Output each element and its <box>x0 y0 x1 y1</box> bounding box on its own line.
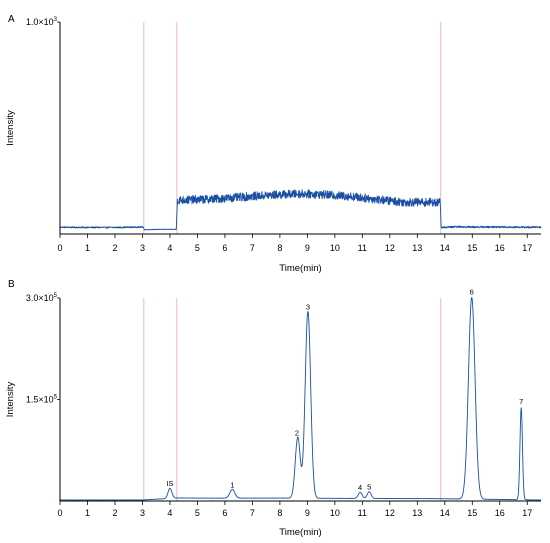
x-tick-label: 12 <box>385 508 395 518</box>
y-tick-label: 1.0×103 <box>26 17 58 27</box>
x-tick-label: 3 <box>140 243 145 253</box>
x-tick-label: 5 <box>195 508 200 518</box>
chart-panel-A: A0 1 2 3 4 5 6 7 8 9 10 11 12 13 14 15 16 171.0×103Time(m… <box>5 14 542 274</box>
peak-label: IS <box>166 479 173 488</box>
y-tick-label: 1.5×105 <box>26 395 58 405</box>
x-tick-label: 14 <box>440 243 450 253</box>
x-tick-label: 8 <box>277 243 282 253</box>
x-tick-label: 0 <box>57 508 62 518</box>
x-tick-label: 4 <box>167 508 172 518</box>
panel-label: A <box>8 14 15 25</box>
peak-label: 4 <box>358 483 362 492</box>
x-tick-label: 16 <box>495 508 505 518</box>
chromatogram-trace <box>59 189 542 231</box>
x-axis-title: Time(min) <box>279 527 321 538</box>
x-tick-label: 8 <box>277 508 282 518</box>
peak-label: 7 <box>519 397 523 406</box>
x-tick-label: 11 <box>358 508 367 518</box>
x-tick-label: 16 <box>495 243 505 253</box>
x-tick-label: 6 <box>222 508 227 518</box>
x-tick-label: 15 <box>467 243 477 253</box>
x-tick-label: 11 <box>358 243 367 253</box>
x-tick-label: 15 <box>467 508 477 518</box>
x-tick-label: 13 <box>412 508 422 518</box>
x-tick-label: 13 <box>412 243 422 253</box>
x-tick-label: 6 <box>222 243 227 253</box>
x-tick-label: 1 <box>85 243 90 253</box>
x-tick-label: 7 <box>250 243 255 253</box>
peak-label: 3 <box>306 303 310 312</box>
peak-label: 6 <box>470 288 474 297</box>
x-axis-title: Time(min) <box>279 263 321 274</box>
x-tick-label: 7 <box>250 508 255 518</box>
x-tick-label: 9 <box>305 508 310 518</box>
x-tick-label: 9 <box>305 243 310 253</box>
x-tick-label: 4 <box>167 243 172 253</box>
chromatogram-trace <box>59 297 542 501</box>
x-tick-label: 2 <box>112 508 117 518</box>
peak-label: 1 <box>230 480 234 489</box>
chart-panel-B: B0 1 2 3 4 5 6 7 8 9 10 11 12 13 14 15 16 173.0×1051.5×10… <box>5 279 542 538</box>
x-tick-label: 0 <box>57 243 62 253</box>
peak-label: 2 <box>295 428 299 437</box>
y-axis-title: Intensity <box>5 382 16 418</box>
x-tick-label: 17 <box>522 243 532 253</box>
peak-label: 5 <box>367 482 371 491</box>
y-tick-label: 3.0×105 <box>26 293 58 303</box>
x-tick-label: 10 <box>330 508 340 518</box>
x-tick-label: 14 <box>440 508 450 518</box>
y-axis-title: Intensity <box>5 110 16 146</box>
x-tick-label: 10 <box>330 243 340 253</box>
panel-label: B <box>8 279 15 290</box>
x-tick-label: 2 <box>112 243 117 253</box>
x-tick-label: 12 <box>385 243 395 253</box>
x-tick-label: 5 <box>195 243 200 253</box>
x-tick-label: 3 <box>140 508 145 518</box>
x-tick-label: 1 <box>85 508 90 518</box>
x-tick-label: 17 <box>522 508 532 518</box>
